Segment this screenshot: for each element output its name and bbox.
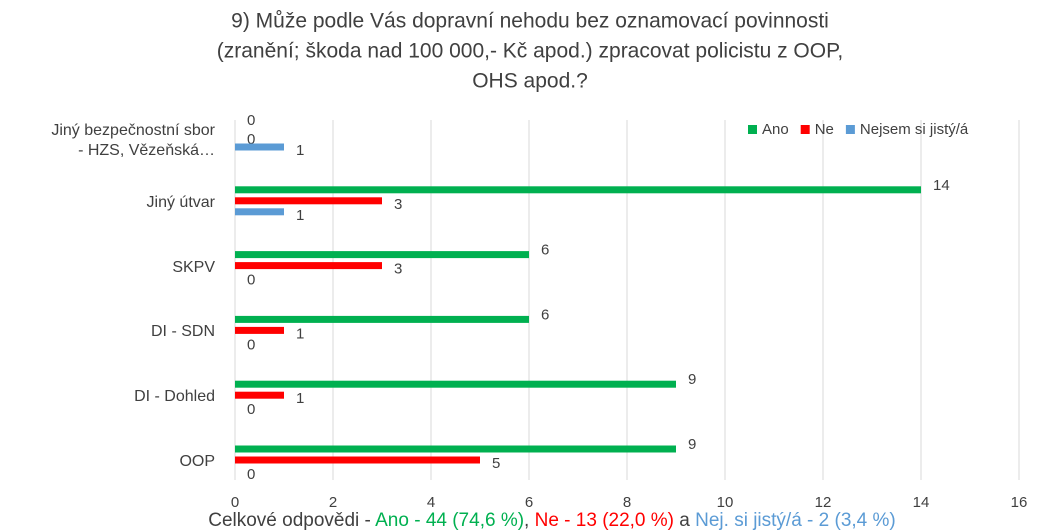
- data-label: 0: [247, 336, 255, 353]
- bar: [235, 391, 284, 399]
- x-tick-label: 6: [525, 494, 533, 511]
- data-label: 0: [247, 272, 255, 289]
- footer-part: Ano - 44 (74,6 %): [375, 510, 524, 531]
- bar: [235, 143, 284, 151]
- bar: [235, 456, 480, 464]
- y-tick-label: Jiný bezpečnostní sbor - HZS, Vězeňská…: [51, 122, 215, 159]
- y-tick-label: DI - SDN: [151, 323, 215, 341]
- data-label: 6: [541, 242, 549, 259]
- bar: [235, 208, 284, 216]
- data-label: 9: [688, 436, 696, 453]
- y-tick-label: Jiný útvar: [146, 193, 215, 211]
- data-label: 9: [688, 371, 696, 388]
- data-label: 3: [394, 196, 402, 213]
- footer-part: Nej. si jistý/á - 2 (3,4 %): [695, 510, 896, 531]
- x-tick-label: 2: [329, 494, 337, 511]
- bar: [235, 251, 529, 259]
- legend-swatch: [800, 125, 810, 134]
- legend-label: Ne: [815, 121, 834, 138]
- data-label: 1: [296, 142, 304, 159]
- footer: Celkové odpovědi - Ano - 44 (74,6 %), Ne…: [208, 510, 896, 531]
- data-label: 0: [247, 401, 255, 418]
- data-label: 0: [247, 131, 255, 148]
- x-tick-label: 0: [231, 494, 239, 511]
- y-tick-label: DI - Dohled: [134, 388, 215, 406]
- bar: [235, 326, 284, 334]
- y-tick-label: SKPV: [172, 258, 215, 276]
- data-label: 6: [541, 306, 549, 323]
- x-tick-label: 12: [815, 494, 832, 511]
- data-label: 1: [296, 207, 304, 224]
- legend-swatch: [748, 125, 757, 134]
- data-label: 14: [933, 177, 950, 194]
- x-tick-label: 8: [623, 494, 631, 511]
- legend-label: Nejsem si jistý/á: [860, 121, 969, 138]
- data-label: 0: [247, 466, 255, 483]
- bar: [235, 445, 676, 453]
- footer-part: ,: [524, 510, 535, 531]
- footer-part: Ne - 13 (22,0 %): [535, 510, 674, 531]
- bar: [235, 186, 921, 194]
- legend-swatch: [845, 125, 855, 134]
- footer-part: Celkové odpovědi -: [208, 510, 375, 531]
- legend-label: Ano: [762, 121, 789, 138]
- x-tick-label: 16: [1011, 494, 1028, 511]
- x-tick-label: 4: [427, 494, 435, 511]
- bar: [235, 315, 529, 323]
- data-label: 1: [296, 325, 304, 342]
- data-label: 5: [492, 455, 500, 472]
- bar: [235, 262, 382, 270]
- data-label: 0: [247, 112, 255, 129]
- chart-title: 9) Může podle Vás dopravní nehodu bez oz…: [231, 10, 829, 33]
- bar: [235, 380, 676, 388]
- x-tick-label: 14: [913, 494, 930, 511]
- data-label: 1: [296, 390, 304, 407]
- y-tick-label: OOP: [179, 453, 215, 470]
- footer-part: a: [674, 510, 695, 531]
- data-label: 3: [394, 261, 402, 278]
- bar: [235, 197, 382, 205]
- chart-title: (zranění; škoda nad 100 000,- Kč apod.) …: [217, 40, 843, 63]
- chart-title: OHS apod.?: [472, 70, 588, 93]
- x-tick-label: 10: [717, 494, 734, 511]
